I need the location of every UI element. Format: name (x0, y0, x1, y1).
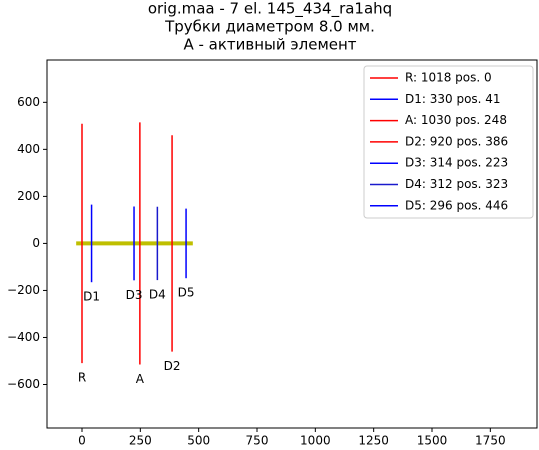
legend-label: D5: 296 pos. 446 (405, 198, 508, 212)
legend-label: D2: 920 pos. 386 (405, 134, 508, 148)
legend-label: D3: 314 pos. 223 (405, 156, 508, 170)
x-tick-label: 1250 (358, 434, 389, 448)
y-tick-label: 400 (17, 142, 40, 156)
x-tick-label: 0 (78, 434, 86, 448)
legend-label: D1: 330 pos. 41 (405, 92, 501, 106)
element-label: A (136, 372, 145, 386)
chart-title: Трубки диаметром 8.0 мм. (164, 18, 375, 36)
y-tick-label: −200 (7, 283, 40, 297)
element-label: R (78, 371, 86, 385)
y-tick-label: −600 (7, 377, 40, 391)
element-label: D4 (149, 288, 166, 302)
element-label: D3 (126, 288, 143, 302)
x-tick-label: 750 (246, 434, 269, 448)
y-tick-label: 200 (17, 189, 40, 203)
element-label: D5 (178, 286, 195, 300)
plot-frame (46, 59, 538, 429)
y-tick-label: 0 (32, 236, 40, 250)
x-tick-label: 250 (129, 434, 152, 448)
chart-title: orig.maa - 7 el. 145_434_ra1ahq (148, 0, 392, 19)
legend-label: D4: 312 pos. 323 (405, 177, 508, 191)
legend-box (363, 65, 534, 219)
legend-label: A: 1030 pos. 248 (405, 113, 507, 127)
x-tick-label: 1500 (417, 434, 448, 448)
legend-label: R: 1018 pos. 0 (405, 71, 492, 85)
y-tick-label: −400 (7, 330, 40, 344)
x-tick-label: 500 (187, 434, 210, 448)
element-label: D1 (83, 290, 100, 304)
x-tick-label: 1000 (300, 434, 331, 448)
element-label: D2 (164, 359, 181, 373)
y-tick-label: 600 (17, 95, 40, 109)
x-tick-label: 1750 (475, 434, 506, 448)
chart-title: А - активный элемент (183, 36, 356, 54)
